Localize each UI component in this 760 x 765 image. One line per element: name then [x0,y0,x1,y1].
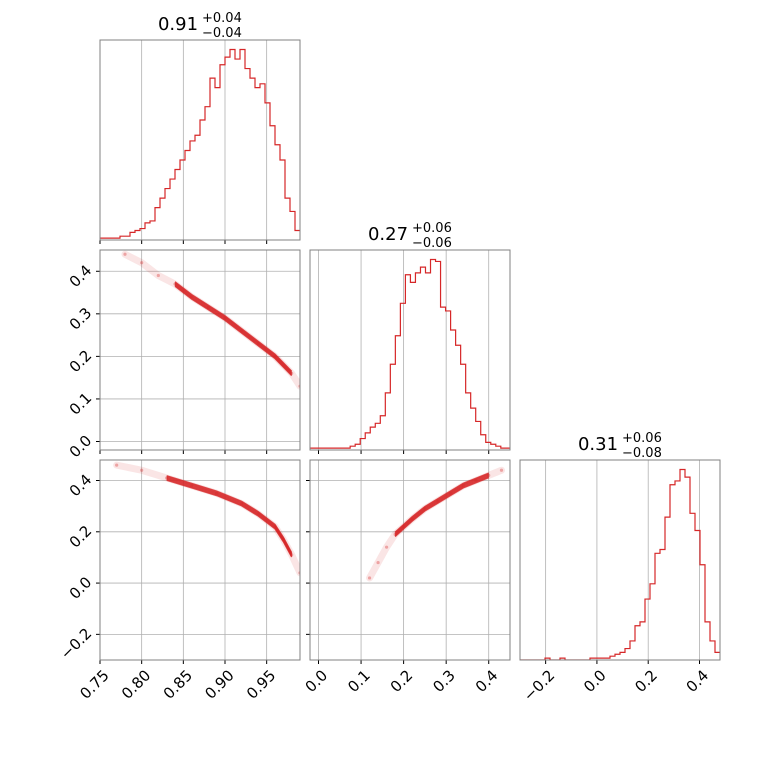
p2-vs-p1-contour-4 [395,478,489,537]
p2-vs-p0-xtick-label-3: 0.90 [201,666,237,702]
panel-title-2: 0.31 [578,434,618,455]
p0-hist-step-line [100,50,300,239]
p1-vs-p0-ytick-label-4: 0.4 [66,261,96,291]
p2-hist-xtick-label-2: 0.2 [631,666,661,696]
p2-vs-p0-xtick-label-0: 0.75 [76,666,112,702]
p1-vs-p0-marks [123,253,301,388]
p2-vs-p0-ytick-label-2: 0.2 [66,522,96,552]
p2-vs-p0-contour-3 [167,479,292,556]
panel-title-1-lower: −0.06 [412,236,452,251]
p2-vs-p1-xtick-label-2: 0.2 [387,666,417,696]
panel-title-1-upper: +0.06 [412,221,452,236]
p2-vs-p0-xtick-label-4: 0.95 [243,666,279,702]
p2-vs-p0-ytick-label-3: 0.4 [66,471,96,501]
p2-vs-p1-xtick-label-4: 0.4 [472,666,502,696]
p2-vs-p0-contour-1 [167,477,292,554]
p2-hist-xtick-label-1: 0.0 [580,666,610,696]
panel-title-0: 0.91 [158,14,198,35]
p1-vs-p0-ytick-label-3: 0.3 [66,304,96,334]
p2-vs-p1-frame [310,460,510,660]
p2-vs-p1-xtick-label-1: 0.1 [344,666,374,696]
p2-hist-xtick-label-3: 0.4 [683,666,713,696]
p0-hist-frame [100,40,300,240]
panel-title-0-upper: +0.04 [202,11,242,26]
p1-hist-step-line [310,260,511,449]
p2-vs-p0-xtick-label-1: 0.80 [118,666,154,702]
p2-vs-p0-xtick-label-2: 0.85 [160,666,196,702]
p2-vs-p1-marks [368,469,503,580]
p2-vs-p1-xtick-label-3: 0.3 [429,666,459,696]
p2-hist-step-line [520,470,720,660]
p2-vs-p0-contour-4 [167,480,292,557]
panel-title-1: 0.27 [368,224,408,245]
p2-vs-p0-contour-2 [167,478,292,555]
p2-hist-xtick-label-0: −0.2 [520,666,558,704]
panel-title-2-lower: −0.08 [622,446,662,461]
panel-title-2-upper: +0.06 [622,431,662,446]
p2-vs-p1-contour-3 [395,476,489,535]
p1-vs-p0-ytick-label-0: 0.0 [66,432,96,462]
p1-vs-p0-ytick-label-2: 0.2 [66,346,96,376]
p2-vs-p1-cloud [370,470,502,578]
p1-vs-p0-ytick-label-1: 0.1 [66,389,96,419]
p2-vs-p0-ytick-label-1: 0.0 [66,573,96,603]
p2-vs-p0-ytick-label-0: −0.2 [57,624,95,662]
p1-vs-p0-contour-4 [175,286,292,375]
p1-vs-p0-contour-3 [175,285,292,374]
panel-title-0-lower: −0.04 [202,26,242,41]
p1-vs-p0-cloud [125,254,300,386]
p2-vs-p0-cloud [117,465,300,573]
p2-vs-p1-xtick-label-0: 0.0 [302,666,332,696]
